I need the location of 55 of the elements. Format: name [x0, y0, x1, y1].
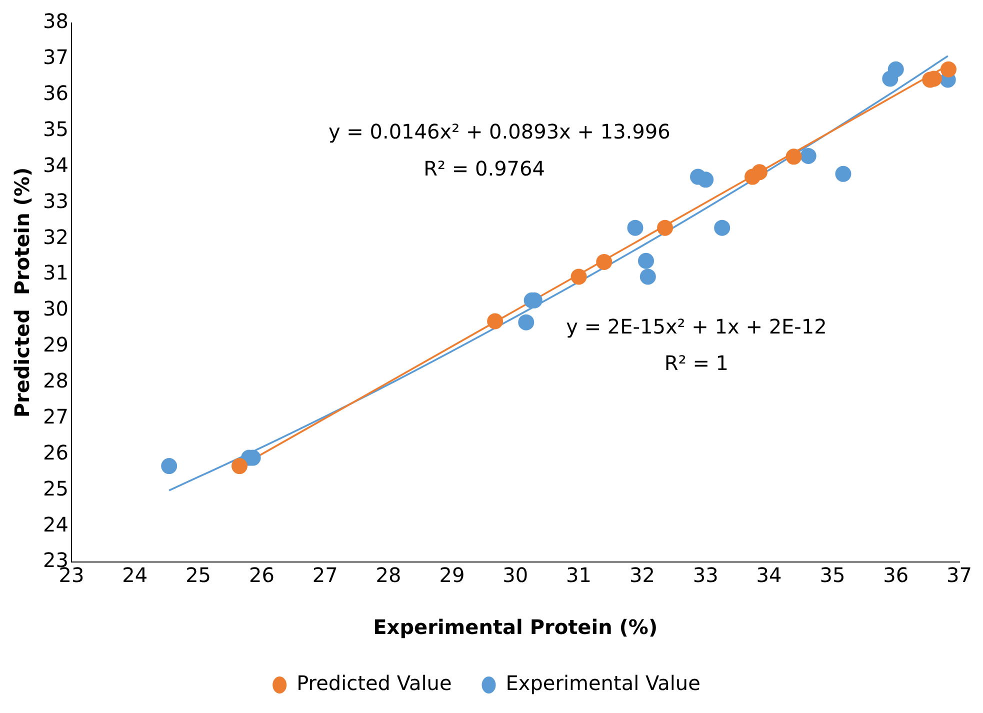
x-tick-label: 36	[883, 563, 909, 588]
point	[596, 254, 612, 270]
y-tick-label: 34	[42, 152, 68, 177]
point	[786, 148, 802, 165]
point	[232, 458, 248, 474]
x-tick-label: 24	[122, 563, 148, 588]
point	[570, 268, 587, 285]
y-tick-label: 28	[42, 368, 68, 393]
point	[714, 220, 730, 236]
y-tick-label: 27	[42, 404, 68, 428]
x-tick-label: 27	[312, 563, 338, 588]
y-tick-label: 37	[42, 45, 68, 70]
point	[518, 314, 534, 330]
x-tick-label: 30	[502, 563, 528, 588]
point	[487, 313, 504, 330]
y-tick-label: 32	[42, 224, 68, 249]
point	[698, 172, 714, 188]
x-tick-label: 26	[248, 563, 274, 588]
y-tick-label: 24	[42, 512, 68, 536]
x-axis-title: Experimental Protein (%)	[373, 615, 658, 640]
point	[657, 220, 674, 236]
x-tick-label: 32	[629, 563, 655, 588]
y-axis-title: Predicted Protein (%)	[10, 167, 34, 418]
y-tick-label: 31	[42, 260, 68, 285]
point	[627, 220, 644, 236]
x-tick-label: 29	[439, 563, 465, 588]
x-tick-label: 33	[692, 563, 718, 588]
annotation: R² = 0.9764	[424, 156, 545, 180]
y-tick-label: 36	[42, 81, 68, 106]
legend-label: Predicted Value	[296, 671, 452, 696]
y-tick-label: 35	[42, 117, 68, 142]
y-tick-label: 30	[42, 296, 68, 321]
point	[835, 166, 852, 182]
y-tick-label: 33	[42, 188, 68, 213]
point	[161, 458, 178, 474]
x-tick-label: 35	[820, 563, 846, 588]
point	[640, 268, 656, 285]
point	[940, 61, 956, 78]
legend-label: Experimental Value	[506, 671, 700, 696]
point	[638, 252, 654, 269]
annotation: R² = 1	[664, 350, 729, 375]
y-tick-label: 25	[42, 476, 68, 500]
x-tick-label: 25	[186, 563, 212, 588]
y-tick-label: 26	[42, 440, 68, 464]
annotation: y = 2E-15x² + 1x + 2E-12	[566, 314, 827, 338]
x-tick-label: 37	[946, 563, 972, 588]
x-tick-label: 34	[756, 563, 782, 588]
annotation: y = 0.0146x² + 0.0893x + 13.996	[328, 120, 670, 144]
y-tick-label: 29	[42, 332, 68, 357]
point	[752, 164, 768, 180]
point	[888, 61, 904, 78]
point	[800, 148, 816, 164]
x-tick-label: 28	[376, 563, 402, 588]
y-tick-label: 38	[42, 9, 68, 34]
x-tick-label: 31	[566, 563, 592, 588]
